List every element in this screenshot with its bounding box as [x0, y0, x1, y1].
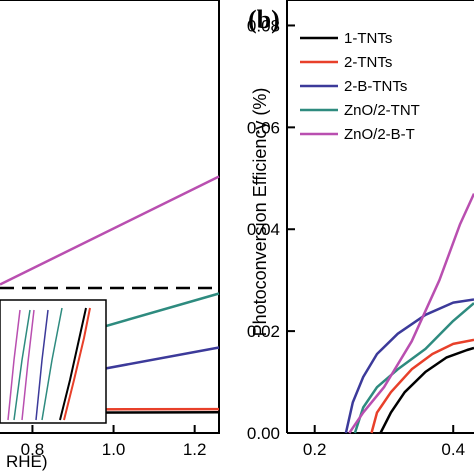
panel-b-series-line	[353, 302, 474, 434]
legend-entry: 2-TNTs	[344, 54, 392, 71]
panel-b-series-line	[370, 338, 474, 434]
panel-b: (b) 0.00 0.02 0.04 0.06 0.08 0.2 0.4 Photocon…	[247, 0, 474, 459]
panel-b-y-tick-label: 0.04	[247, 220, 280, 239]
inset-curve-teal-1	[13, 309, 31, 421]
panel-b-series-line	[348, 193, 474, 434]
panel-b-x-tick-label: 0.4	[441, 440, 465, 459]
panel-a-x-axis-title: RHE)	[6, 452, 48, 471]
inset-curve-red	[63, 307, 91, 421]
panel-b-legend: 1-TNTs 2-TNTs 2-B-TNTs ZnO/2-TNT ZnO/2-B-T	[300, 30, 420, 143]
panel-b-label: (b)	[248, 5, 280, 34]
panel-b-x-tick-label: 0.2	[303, 440, 327, 459]
legend-entry: 2-B-TNTs	[344, 78, 407, 95]
panel-b-y-tick-label: 0.08	[247, 16, 280, 35]
panel-b-series-line	[344, 298, 474, 434]
panel-b-y-tick-label: 0.06	[247, 118, 280, 137]
panel-a: 0.8 1.0 1.2 RHE)	[0, 0, 220, 471]
panel-a-series-line	[0, 175, 220, 286]
panel-b-series	[344, 193, 474, 434]
panel-a-inset	[0, 299, 107, 424]
panel-b-y-axis-title: Photoconversion Efficiency (%)	[250, 88, 270, 337]
panel-b-x-ticks: 0.2 0.4	[303, 425, 465, 459]
panel-a-x-ticks: 0.8 1.0 1.2	[21, 425, 207, 459]
panel-b-series-line	[379, 346, 474, 434]
inset-curve-black	[59, 307, 87, 421]
panel-a-x-tick-label: 1.2	[183, 440, 207, 459]
panel-b-y-tick-label: 0.00	[247, 424, 280, 443]
inset-curve-purple-1	[7, 309, 21, 421]
inset-curve-blue-1	[35, 309, 49, 421]
panel-b-y-tick-label: 0.02	[247, 322, 280, 341]
inset-curve-purple-2	[21, 309, 35, 421]
panel-a-x-tick-label: 0.8	[21, 440, 45, 459]
legend-entry: 1-TNTs	[344, 30, 392, 47]
legend-entry: ZnO/2-TNT	[344, 102, 420, 119]
panel-a-x-tick-label: 1.0	[102, 440, 126, 459]
inset-curve-teal-2	[41, 307, 63, 421]
panel-b-y-ticks: 0.00 0.02 0.04 0.06 0.08	[247, 16, 295, 443]
legend-entry: ZnO/2-B-T	[344, 126, 415, 143]
